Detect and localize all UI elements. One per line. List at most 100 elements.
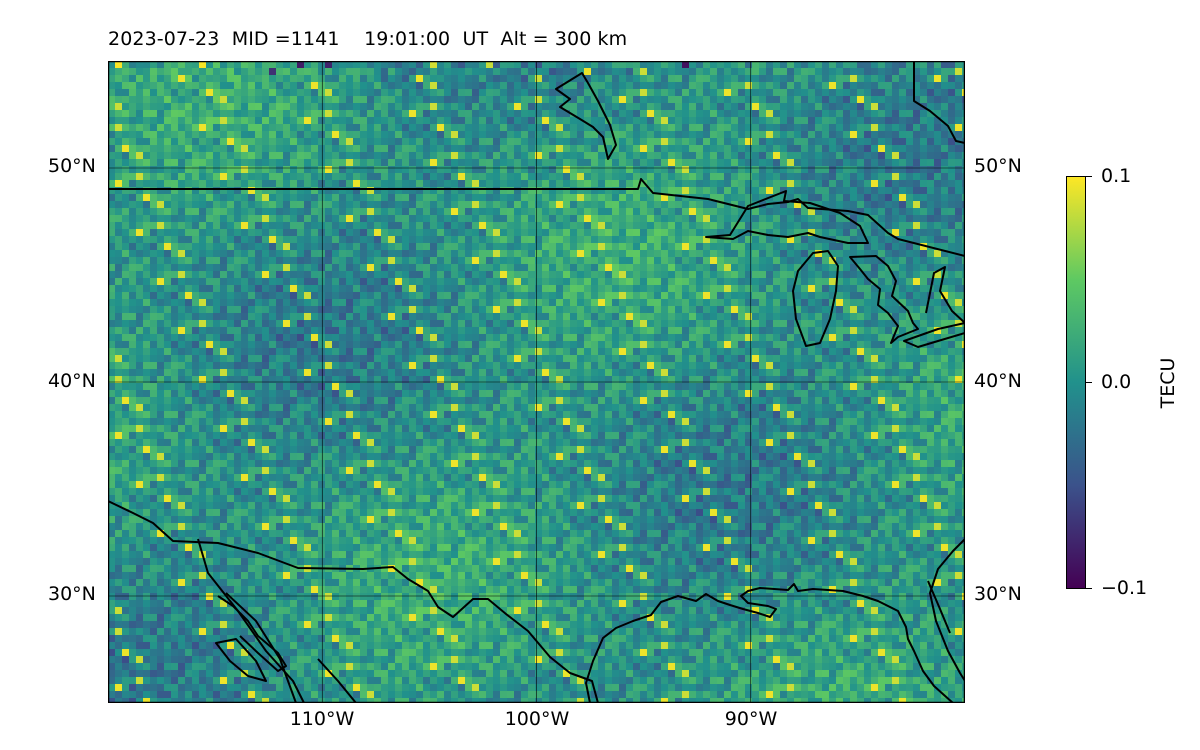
- tec-cell: [360, 243, 367, 250]
- tec-cell: [556, 229, 563, 236]
- tec-cell: [787, 117, 794, 124]
- tec-cell: [437, 320, 444, 327]
- tec-cell: [507, 208, 514, 215]
- tec-cell: [171, 201, 178, 208]
- tec-cell: [696, 159, 703, 166]
- tec-cell: [619, 201, 626, 208]
- tec-cell: [871, 306, 878, 313]
- tec-cell: [409, 117, 416, 124]
- tec-cell: [367, 82, 374, 89]
- tec-cell: [591, 152, 598, 159]
- tec-cell: [892, 180, 899, 187]
- tec-cell: [682, 145, 689, 152]
- tec-cell: [899, 75, 906, 82]
- tec-cell: [339, 278, 346, 285]
- tec-cell: [710, 117, 717, 124]
- tec-cell: [773, 166, 780, 173]
- tec-cell: [129, 166, 136, 173]
- tec-cell: [465, 271, 472, 278]
- tec-cell: [675, 292, 682, 299]
- tec-cell: [157, 222, 164, 229]
- tec-cell: [829, 131, 836, 138]
- tec-cell: [374, 327, 381, 334]
- tec-cell: [787, 292, 794, 299]
- tec-cell: [416, 250, 423, 257]
- tec-cell: [479, 306, 486, 313]
- tec-cell: [416, 68, 423, 75]
- tec-cell: [654, 201, 661, 208]
- tec-cell: [927, 152, 934, 159]
- tec-cell: [262, 159, 269, 166]
- tec-cell: [892, 222, 899, 229]
- tec-cell: [717, 138, 724, 145]
- tec-cell: [787, 208, 794, 215]
- tec-cell: [451, 271, 458, 278]
- tec-cell: [864, 103, 871, 110]
- tec-cell: [262, 124, 269, 131]
- tec-cell: [787, 271, 794, 278]
- tec-cell: [199, 208, 206, 215]
- tec-cell: [619, 313, 626, 320]
- tec-cell: [871, 327, 878, 334]
- tec-cell: [164, 145, 171, 152]
- tec-cell: [220, 124, 227, 131]
- tec-cell: [220, 68, 227, 75]
- tec-cell: [542, 152, 549, 159]
- tec-cell: [717, 180, 724, 187]
- tec-cell: [528, 313, 535, 320]
- tec-cell: [493, 159, 500, 166]
- tec-cell: [255, 89, 262, 96]
- tec-cell: [640, 285, 647, 292]
- tec-cell: [304, 229, 311, 236]
- tec-cell: [605, 250, 612, 257]
- tec-cell: [150, 229, 157, 236]
- tec-cell: [374, 187, 381, 194]
- tec-cell: [731, 222, 738, 229]
- tec-cell: [136, 236, 143, 243]
- tec-cell: [164, 208, 171, 215]
- tec-map[interactable]: [108, 61, 965, 703]
- tec-cell: [521, 236, 528, 243]
- tec-cell: [934, 327, 941, 334]
- tec-cell: [395, 327, 402, 334]
- tec-cell: [542, 180, 549, 187]
- tec-cell: [318, 264, 325, 271]
- tec-cell: [745, 334, 752, 341]
- tec-cell: [549, 278, 556, 285]
- tec-cell: [787, 243, 794, 250]
- tec-cell: [500, 110, 507, 117]
- tec-cell: [507, 243, 514, 250]
- tec-cell: [185, 229, 192, 236]
- tec-cell: [661, 250, 668, 257]
- tec-cell: [248, 68, 255, 75]
- tec-cell: [654, 124, 661, 131]
- tec-cell: [248, 180, 255, 187]
- tec-cell: [185, 110, 192, 117]
- tec-cell: [591, 145, 598, 152]
- tec-cell: [388, 159, 395, 166]
- tec-cell: [633, 236, 640, 243]
- tec-cell: [157, 292, 164, 299]
- tec-cell: [906, 243, 913, 250]
- tec-cell: [787, 222, 794, 229]
- tec-cell: [710, 250, 717, 257]
- tec-cell: [808, 208, 815, 215]
- tec-cell: [451, 278, 458, 285]
- tec-cell: [304, 215, 311, 222]
- tec-cell: [535, 89, 542, 96]
- tec-cell: [395, 334, 402, 341]
- tec-cell: [346, 306, 353, 313]
- tec-cell: [563, 68, 570, 75]
- tec-cell: [892, 187, 899, 194]
- tec-cell: [920, 320, 927, 327]
- tec-cell: [619, 138, 626, 145]
- tec-cell: [521, 271, 528, 278]
- tec-cell: [234, 194, 241, 201]
- tec-cell: [500, 194, 507, 201]
- tec-cell: [654, 306, 661, 313]
- tec-cell: [360, 173, 367, 180]
- tec-cell: [409, 96, 416, 103]
- tec-cell: [437, 159, 444, 166]
- tec-cell: [612, 250, 619, 257]
- tec-cell: [661, 257, 668, 264]
